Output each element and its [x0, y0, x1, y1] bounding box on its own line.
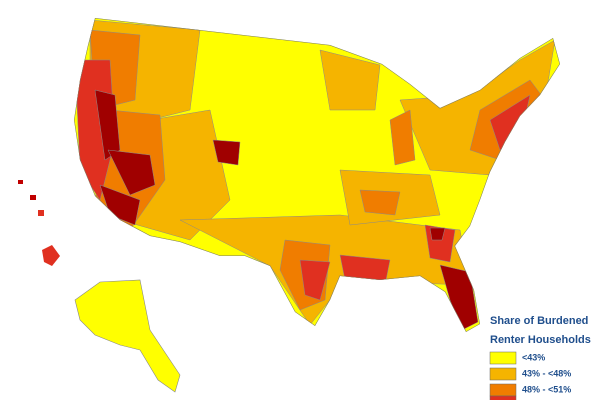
legend-title: Share of Burdened	[490, 315, 588, 327]
region	[94, 89, 121, 161]
legend-swatch	[489, 395, 517, 400]
region	[359, 189, 401, 216]
region	[439, 264, 479, 331]
region	[399, 39, 556, 176]
region	[212, 139, 241, 166]
region	[319, 49, 381, 111]
region	[299, 259, 331, 301]
legend-title: Renter Households	[490, 334, 591, 346]
legend-swatch	[489, 383, 517, 397]
region	[107, 149, 156, 196]
legend-label: 43% - <48%	[522, 368, 571, 378]
legend-label: 48% - <51%	[522, 384, 571, 394]
alaska	[74, 279, 181, 393]
legend-swatch	[489, 351, 517, 365]
legend-label: <43%	[522, 352, 545, 362]
legend: <43% 43% - <48% 48% - <51%	[489, 351, 571, 397]
region	[339, 254, 391, 286]
hawaii	[18, 180, 60, 266]
region	[389, 109, 416, 166]
legend-swatch	[489, 367, 517, 381]
region	[429, 227, 446, 241]
